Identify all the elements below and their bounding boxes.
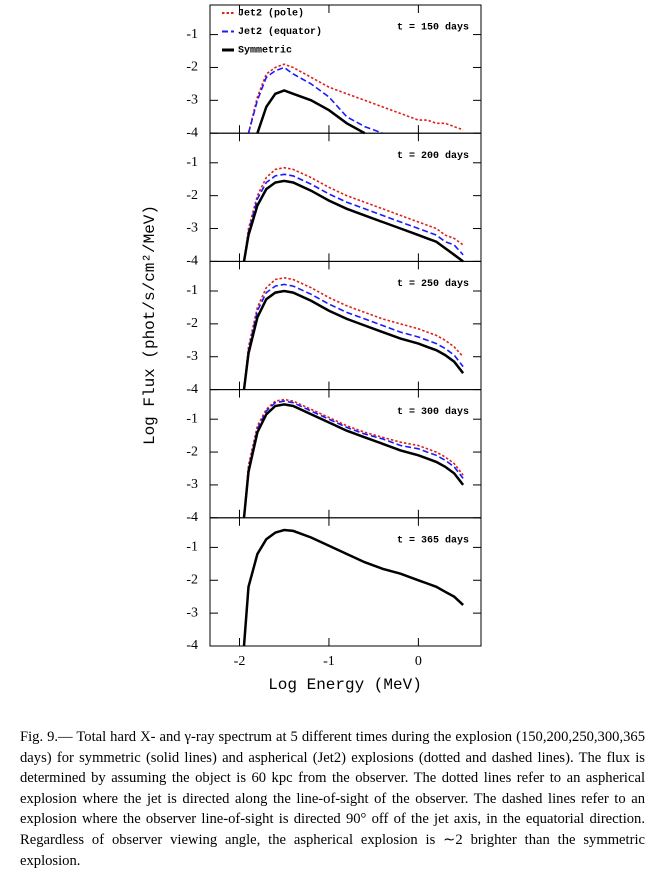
panel-annotation: t = 300 days: [397, 406, 469, 418]
legend-label: Jet2 (equator): [238, 26, 322, 38]
y-tick-label: -3: [186, 93, 198, 108]
panel-annotation: t = 250 days: [397, 278, 469, 290]
y-tick-label: -4: [186, 254, 198, 269]
spectrum-line: [243, 173, 464, 262]
y-tick-label: -4: [186, 382, 198, 397]
y-tick-label: -1: [186, 155, 198, 170]
spectrum-line: [256, 89, 366, 135]
spectrum-line: [243, 283, 464, 390]
x-tick-label: -1: [323, 654, 335, 669]
spectrum-line: [243, 529, 464, 647]
figure: Log Energy (MeV) Log Flux (phot/s/cm²/Me…: [141, 4, 482, 694]
spectrum-line: [242, 179, 464, 263]
spectrum-line: [243, 398, 464, 518]
y-tick-label: -3: [186, 221, 198, 236]
x-axis-label: Log Energy (MeV): [268, 676, 422, 694]
y-tick-label: -1: [186, 411, 198, 426]
panel-annotation: t = 365 days: [397, 534, 469, 546]
y-tick-label: -4: [186, 638, 198, 653]
y-axis-label: Log Flux (phot/s/cm²/MeV): [141, 205, 159, 445]
y-tick-label: -2: [186, 60, 198, 75]
x-tick-label: 0: [415, 654, 422, 669]
legend-label: Jet2 (pole): [238, 8, 304, 20]
y-tick-label: -3: [186, 477, 198, 492]
panel-annotation: t = 200 days: [397, 150, 469, 162]
caption: Fig. 9.— Total hard X- and γ-ray spectru…: [20, 729, 645, 869]
y-tick-label: -4: [186, 125, 198, 140]
spectrum-line: [242, 403, 465, 518]
spectrum-line: [242, 289, 465, 390]
spectrum-line: [242, 528, 464, 647]
panel-frame: [209, 517, 482, 647]
y-tick-label: -2: [186, 444, 198, 459]
y-tick-label: -1: [186, 283, 198, 298]
spectrum-line: [243, 400, 464, 518]
spectrum-line: [247, 66, 383, 134]
panel-annotation: t = 150 days: [397, 22, 469, 34]
spectrum-line: [243, 529, 464, 647]
y-tick-label: -3: [186, 349, 198, 364]
y-tick-label: -1: [186, 27, 198, 42]
legend-label: Symmetric: [238, 45, 292, 57]
y-tick-label: -2: [186, 188, 198, 203]
y-tick-label: -3: [186, 605, 198, 620]
spectrum-line: [243, 276, 464, 390]
spectrum-line: [243, 166, 464, 262]
x-tick-label: -2: [234, 654, 246, 669]
y-tick-label: -2: [186, 572, 198, 587]
y-tick-label: -4: [186, 510, 198, 525]
y-tick-label: -2: [186, 316, 198, 331]
y-tick-label: -1: [186, 540, 198, 555]
spectrum-line: [247, 63, 464, 134]
